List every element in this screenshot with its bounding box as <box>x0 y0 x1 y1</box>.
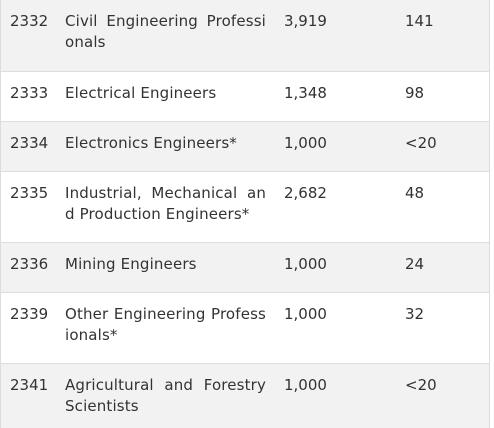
value-cell: 2,682 <box>276 171 397 243</box>
anzsco-code-cell: 2334 <box>1 121 59 172</box>
anzsco-code-cell: 2333 <box>1 71 59 122</box>
value-cell: <20 <box>397 363 489 428</box>
value-cell: 1,348 <box>276 71 397 122</box>
occupation-cell: Agricultural and Forestry Scientists <box>59 363 276 428</box>
table-row: 2334 Electronics Engineers* 1,000 <20 <box>1 121 489 172</box>
value-cell: 141 <box>397 0 489 72</box>
table-row: 2339 Other Engineering Professionals* 1,… <box>1 292 489 364</box>
value-cell: 1,000 <box>276 242 397 293</box>
value-cell: 24 <box>397 242 489 293</box>
value-cell: 3,919 <box>276 0 397 72</box>
table-row: 2333 Electrical Engineers 1,348 98 <box>1 71 489 122</box>
anzsco-code-cell: 2339 <box>1 292 59 364</box>
anzsco-code-cell: 2341 <box>1 363 59 428</box>
value-cell: 48 <box>397 171 489 243</box>
value-cell: 1,000 <box>276 363 397 428</box>
table-row: 2341 Agricultural and Forestry Scientist… <box>1 363 489 428</box>
value-cell: <20 <box>397 121 489 172</box>
occupation-cell: Civil Engineering Professionals <box>59 0 276 72</box>
occupation-cell: Other Engineering Professionals* <box>59 292 276 364</box>
anzsco-code-cell: 2336 <box>1 242 59 293</box>
anzsco-code-cell: 2335 <box>1 171 59 243</box>
value-cell: 32 <box>397 292 489 364</box>
value-cell: 1,000 <box>276 121 397 172</box>
occupation-cell: Electronics Engineers* <box>59 121 276 172</box>
value-cell: 98 <box>397 71 489 122</box>
anzsco-code-cell: 2332 <box>1 0 59 72</box>
value-cell: 1,000 <box>276 292 397 364</box>
table-row: 2332 Civil Engineering Professionals 3,9… <box>1 0 489 72</box>
table-row: 2335 Industrial, Mechanical and Producti… <box>1 171 489 243</box>
occupation-cell: Industrial, Mechanical and Production En… <box>59 171 276 243</box>
table-row: 2336 Mining Engineers 1,000 24 <box>1 242 489 293</box>
occupation-cell: Mining Engineers <box>59 242 276 293</box>
occupation-cell: Electrical Engineers <box>59 71 276 122</box>
